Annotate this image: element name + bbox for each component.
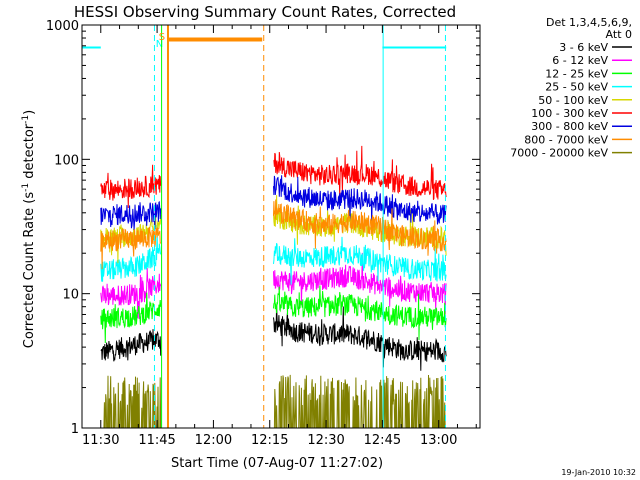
legend-label-8: 800 - 7000 keV xyxy=(524,133,608,146)
series-line-8-seg-1 xyxy=(100,226,162,270)
legend-label-7: 300 - 800 keV xyxy=(531,120,608,133)
x-axis-label: Start Time (07-Aug-07 11:27:02) xyxy=(171,456,383,471)
marker-label-s: S xyxy=(159,32,165,43)
legend-header-line2: Att 0 xyxy=(606,28,632,41)
axes: 11:30 11:45 12:00 12:15 12:30 12:45 13:00 1 10 10… xyxy=(46,19,481,448)
x-tick-label-4: 12:15 xyxy=(251,433,288,448)
legend-label-3: 12 - 25 keV xyxy=(545,67,608,80)
y-tick-label-1: 1 xyxy=(71,422,79,437)
series-line-8-seg-2 xyxy=(273,199,447,256)
legend-label-1: 3 - 6 keV xyxy=(559,41,608,54)
series-line-6-seg-2 xyxy=(273,145,447,200)
legend-header-line1: Det 1,3,4,5,6,9, xyxy=(546,16,632,29)
x-tick-label-5: 12:30 xyxy=(307,433,344,448)
series-line-9-seg-1 xyxy=(100,375,162,429)
series-line-1-seg-1 xyxy=(100,329,162,362)
legend-label-9: 7000 - 20000 keV xyxy=(510,147,608,160)
x-tick-label-1: 11:30 xyxy=(82,433,119,448)
x-tick-label-6: 12:45 xyxy=(364,433,401,448)
y-axis-label: Corrected Count Rate (s-1 detector-1) xyxy=(21,110,37,348)
chart-title: HESSI Observing Summary Count Rates, Cor… xyxy=(74,3,456,21)
plot-area: NS xyxy=(82,25,447,429)
y-tick-label-2: 10 xyxy=(62,288,79,303)
y-tick-label-4: 1000 xyxy=(46,19,79,34)
legend-label-4: 25 - 50 keV xyxy=(545,81,608,94)
plot-frame xyxy=(81,24,481,429)
legend-label-5: 50 - 100 keV xyxy=(538,94,608,107)
series-line-4-seg-1 xyxy=(100,224,162,282)
legend-label-2: 6 - 12 keV xyxy=(552,54,608,67)
series-line-6-seg-1 xyxy=(100,164,162,209)
series-line-7-seg-2 xyxy=(273,175,447,227)
series-line-2-seg-2 xyxy=(273,252,447,315)
series-line-3-seg-2 xyxy=(273,285,447,341)
series-line-3-seg-1 xyxy=(100,292,162,344)
marker-label-n: N xyxy=(156,39,163,50)
x-tick-label-7: 13:00 xyxy=(420,433,457,448)
timestamp: 19-Jan-2010 10:32 xyxy=(561,468,636,477)
series-line-4-seg-2 xyxy=(273,236,447,285)
series-line-7-seg-1 xyxy=(100,201,162,231)
legend-label-6: 100 - 300 keV xyxy=(531,107,608,120)
series-line-2-seg-1 xyxy=(100,267,162,320)
x-tick-label-3: 12:00 xyxy=(195,433,232,448)
series-line-1-seg-2 xyxy=(273,306,447,371)
x-tick-label-2: 11:45 xyxy=(138,433,175,448)
y-tick-label-3: 100 xyxy=(54,153,79,168)
series-line-9-seg-2 xyxy=(273,374,447,429)
